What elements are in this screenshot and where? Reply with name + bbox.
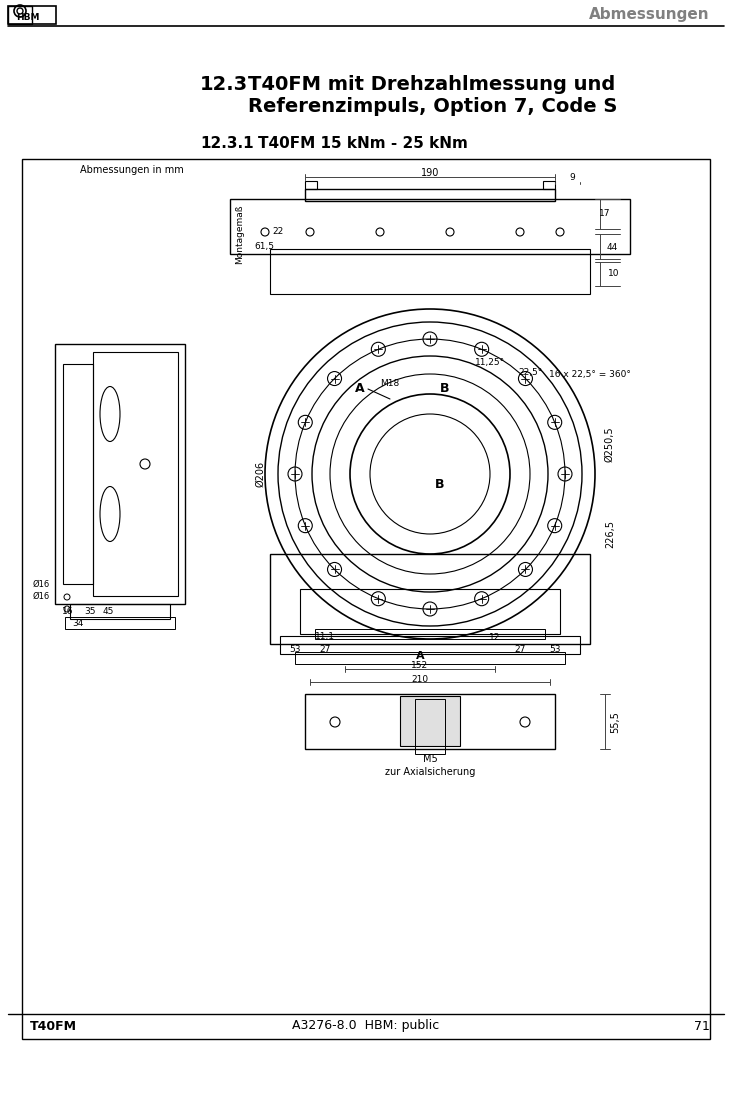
Text: 210: 210 xyxy=(411,675,428,684)
Bar xyxy=(305,189,555,201)
Text: Montagemaß: Montagemaß xyxy=(236,205,244,264)
Bar xyxy=(270,554,590,644)
Text: 17: 17 xyxy=(600,209,610,219)
Text: Abmessungen in mm: Abmessungen in mm xyxy=(80,165,184,175)
Bar xyxy=(70,604,170,619)
Text: Referenzimpuls, Option 7, Code S: Referenzimpuls, Option 7, Code S xyxy=(248,96,617,116)
Text: HBM: HBM xyxy=(16,13,40,22)
Bar xyxy=(22,159,710,1039)
Ellipse shape xyxy=(100,487,120,542)
Bar xyxy=(270,249,590,294)
Text: 11,1: 11,1 xyxy=(315,632,335,641)
Text: 45: 45 xyxy=(102,606,113,616)
Text: 12.3: 12.3 xyxy=(200,74,248,93)
Text: 53: 53 xyxy=(289,644,301,653)
Text: A: A xyxy=(355,383,365,396)
Text: 12.3.1: 12.3.1 xyxy=(200,137,253,151)
Text: 9: 9 xyxy=(569,174,575,183)
Text: M18: M18 xyxy=(381,380,400,388)
Text: 16: 16 xyxy=(62,606,74,616)
Text: 35: 35 xyxy=(84,606,96,616)
Bar xyxy=(8,5,56,24)
Text: 27: 27 xyxy=(515,644,526,653)
Text: 55,5: 55,5 xyxy=(610,711,620,733)
Bar xyxy=(543,181,555,189)
Text: Ø250,5: Ø250,5 xyxy=(605,427,615,462)
Text: Ø206: Ø206 xyxy=(255,461,265,487)
Text: 190: 190 xyxy=(421,168,439,178)
Bar xyxy=(65,617,175,629)
Text: T40FM 15 kNm - 25 kNm: T40FM 15 kNm - 25 kNm xyxy=(258,137,468,151)
Text: A: A xyxy=(416,651,425,661)
Bar xyxy=(305,694,555,749)
Text: M5: M5 xyxy=(422,754,438,764)
Circle shape xyxy=(17,8,23,14)
Bar xyxy=(55,344,185,604)
Text: B: B xyxy=(440,383,449,396)
Text: Abmessungen: Abmessungen xyxy=(589,8,710,23)
Bar xyxy=(300,589,560,635)
Bar xyxy=(415,699,445,754)
Text: B: B xyxy=(436,477,445,490)
Text: 16 x 22,5° = 360°: 16 x 22,5° = 360° xyxy=(549,370,631,379)
Text: 226,5: 226,5 xyxy=(605,520,615,548)
Bar xyxy=(315,629,545,639)
Text: 22,5°: 22,5° xyxy=(518,368,542,376)
Ellipse shape xyxy=(100,386,120,442)
Text: 10: 10 xyxy=(608,269,620,279)
Text: T40FM mit Drehzahlmessung und: T40FM mit Drehzahlmessung und xyxy=(248,74,616,93)
Text: 27: 27 xyxy=(319,644,331,653)
Text: zur Axialsicherung: zur Axialsicherung xyxy=(385,767,475,777)
Text: 11,25°: 11,25° xyxy=(475,358,505,366)
Bar xyxy=(93,352,178,596)
Text: 61,5: 61,5 xyxy=(254,242,274,251)
Bar xyxy=(230,199,630,254)
Text: 12: 12 xyxy=(489,632,501,641)
Text: A3276-8.0  HBM: public: A3276-8.0 HBM: public xyxy=(292,1020,440,1033)
Text: 22: 22 xyxy=(272,228,283,236)
Bar xyxy=(63,364,93,584)
Text: Ø16: Ø16 xyxy=(33,580,50,589)
Bar xyxy=(305,181,317,189)
Bar xyxy=(400,696,460,746)
Text: T40FM: T40FM xyxy=(30,1020,77,1033)
Text: 44: 44 xyxy=(606,243,618,252)
Bar xyxy=(8,5,32,24)
Bar xyxy=(280,636,580,654)
Text: 34: 34 xyxy=(72,619,83,628)
Text: 53: 53 xyxy=(549,644,561,653)
Text: 152: 152 xyxy=(411,662,428,671)
Text: Ø16: Ø16 xyxy=(33,592,50,601)
Text: 71: 71 xyxy=(694,1020,710,1033)
Bar xyxy=(295,652,565,664)
